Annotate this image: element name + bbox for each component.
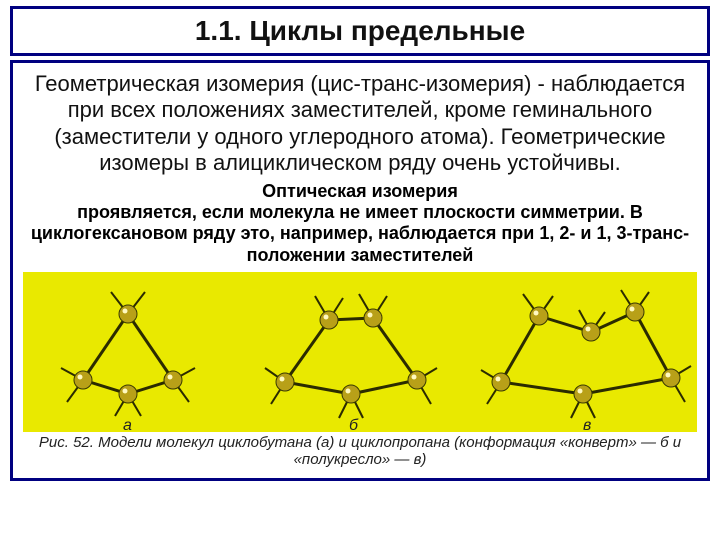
figure-caption: Рис. 52. Модели молекул циклобутана (а) … xyxy=(23,434,697,468)
svg-text:в: в xyxy=(583,417,591,432)
paragraph-optical-body: проявляется, если молекула не имеет плос… xyxy=(23,202,697,267)
paragraph-optical-head: Оптическая изомерия xyxy=(23,181,697,202)
page-title: 1.1. Циклы предельные xyxy=(195,15,525,46)
molecule-diagram: а б в xyxy=(23,272,697,432)
svg-text:а: а xyxy=(123,417,132,432)
paragraph-geometric: Геометрическая изомерия (цис-транс-изоме… xyxy=(23,71,697,177)
content-box: Геометрическая изомерия (цис-транс-изоме… xyxy=(10,60,710,481)
figure-molecules: а б в xyxy=(23,272,697,432)
svg-text:б: б xyxy=(349,417,359,432)
title-box: 1.1. Циклы предельные xyxy=(10,6,710,56)
